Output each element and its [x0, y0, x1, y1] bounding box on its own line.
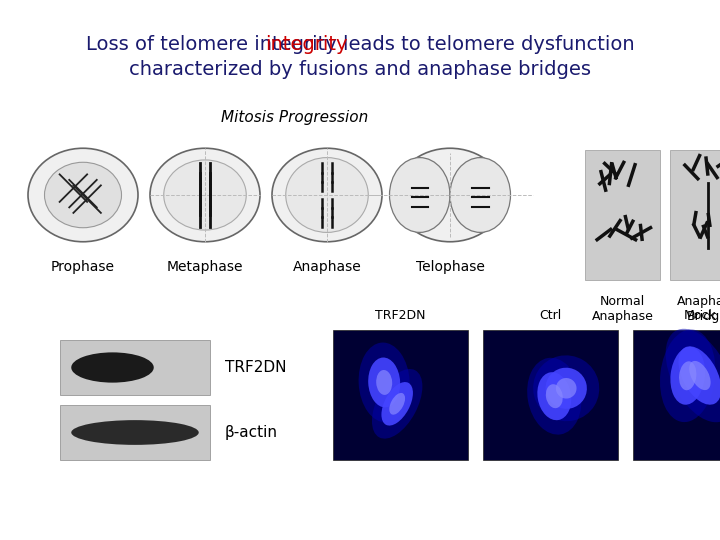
- Ellipse shape: [450, 158, 510, 232]
- Ellipse shape: [359, 342, 410, 422]
- Ellipse shape: [382, 382, 413, 426]
- Bar: [60, 340, 210, 395]
- Text: Normal
Anaphase: Normal Anaphase: [592, 295, 654, 323]
- Bar: [483, 330, 618, 460]
- Text: Prophase: Prophase: [51, 260, 115, 274]
- Bar: [585, 150, 660, 280]
- Ellipse shape: [660, 329, 716, 422]
- Ellipse shape: [390, 393, 405, 415]
- Text: TRF2DN: TRF2DN: [375, 309, 426, 322]
- Ellipse shape: [45, 163, 122, 228]
- Ellipse shape: [71, 353, 154, 383]
- Ellipse shape: [678, 346, 720, 404]
- Ellipse shape: [546, 384, 563, 408]
- Text: Anaphase
Bridge: Anaphase Bridge: [677, 295, 720, 323]
- Ellipse shape: [689, 361, 711, 390]
- Ellipse shape: [666, 329, 720, 422]
- Ellipse shape: [376, 370, 392, 395]
- Ellipse shape: [286, 158, 368, 232]
- Ellipse shape: [395, 148, 505, 242]
- Ellipse shape: [163, 160, 246, 230]
- Text: Mock: Mock: [684, 309, 717, 322]
- Ellipse shape: [527, 358, 582, 435]
- Text: integrity: integrity: [266, 35, 348, 54]
- Text: β-actin: β-actin: [225, 425, 278, 440]
- Ellipse shape: [546, 368, 587, 409]
- Ellipse shape: [368, 357, 400, 407]
- Ellipse shape: [272, 148, 382, 242]
- Text: characterized by fusions and anaphase bridges: characterized by fusions and anaphase br…: [129, 60, 591, 79]
- Text: Metaphase: Metaphase: [167, 260, 243, 274]
- Bar: [670, 150, 720, 280]
- Bar: [633, 330, 720, 460]
- Ellipse shape: [533, 355, 599, 421]
- Ellipse shape: [71, 420, 199, 445]
- Bar: [333, 330, 468, 460]
- Text: Ctrl: Ctrl: [539, 309, 562, 322]
- Ellipse shape: [679, 361, 696, 390]
- Text: Anaphase: Anaphase: [292, 260, 361, 274]
- Text: Loss of telomere integrity leads to telomere dysfunction: Loss of telomere integrity leads to telo…: [86, 35, 634, 54]
- Ellipse shape: [556, 378, 577, 399]
- Ellipse shape: [537, 372, 571, 420]
- Text: Mitosis Progression: Mitosis Progression: [221, 110, 369, 125]
- Ellipse shape: [390, 158, 450, 232]
- Ellipse shape: [28, 148, 138, 242]
- Ellipse shape: [150, 148, 260, 242]
- Text: Telophase: Telophase: [415, 260, 485, 274]
- Bar: [60, 405, 210, 460]
- Text: TRF2DN: TRF2DN: [225, 360, 287, 375]
- Ellipse shape: [670, 347, 705, 404]
- Ellipse shape: [372, 369, 423, 438]
